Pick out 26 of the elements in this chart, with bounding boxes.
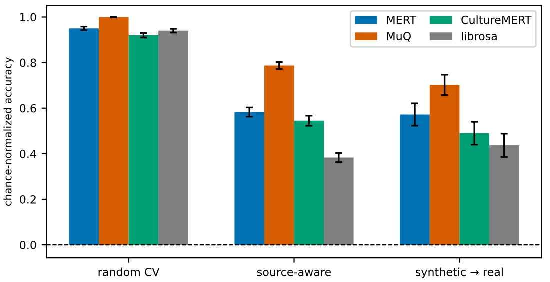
bar [460,133,490,246]
x-tick-label: random CV [98,268,160,276]
y-tick-label: 0.8 [20,58,36,68]
bar [234,112,264,246]
bar [430,85,460,246]
bar [294,120,324,246]
x-tick-label: source-aware [257,270,332,276]
x-tick-label: synthetic → real [416,268,503,279]
bar [264,66,294,246]
legend-label: MERT [387,16,417,24]
legend-label: MuQ [387,32,411,42]
bar [158,30,188,246]
legend-label: librosa [462,32,497,41]
bar [69,28,100,246]
y-tick-label: 1.0 [20,13,36,22]
y-tick-label: 0.6 [20,104,36,113]
bar [128,35,159,246]
bar [489,146,520,246]
bar [400,114,430,246]
y-tick-label: 0.4 [20,150,36,158]
y-tick-label: 0.2 [20,195,36,204]
bar [99,17,129,246]
y-axis-title: chance-normalized accuracy [4,57,14,206]
bar [324,158,354,246]
legend-label: CultureMERT [462,16,532,24]
y-tick-label: 0.0 [20,241,36,250]
